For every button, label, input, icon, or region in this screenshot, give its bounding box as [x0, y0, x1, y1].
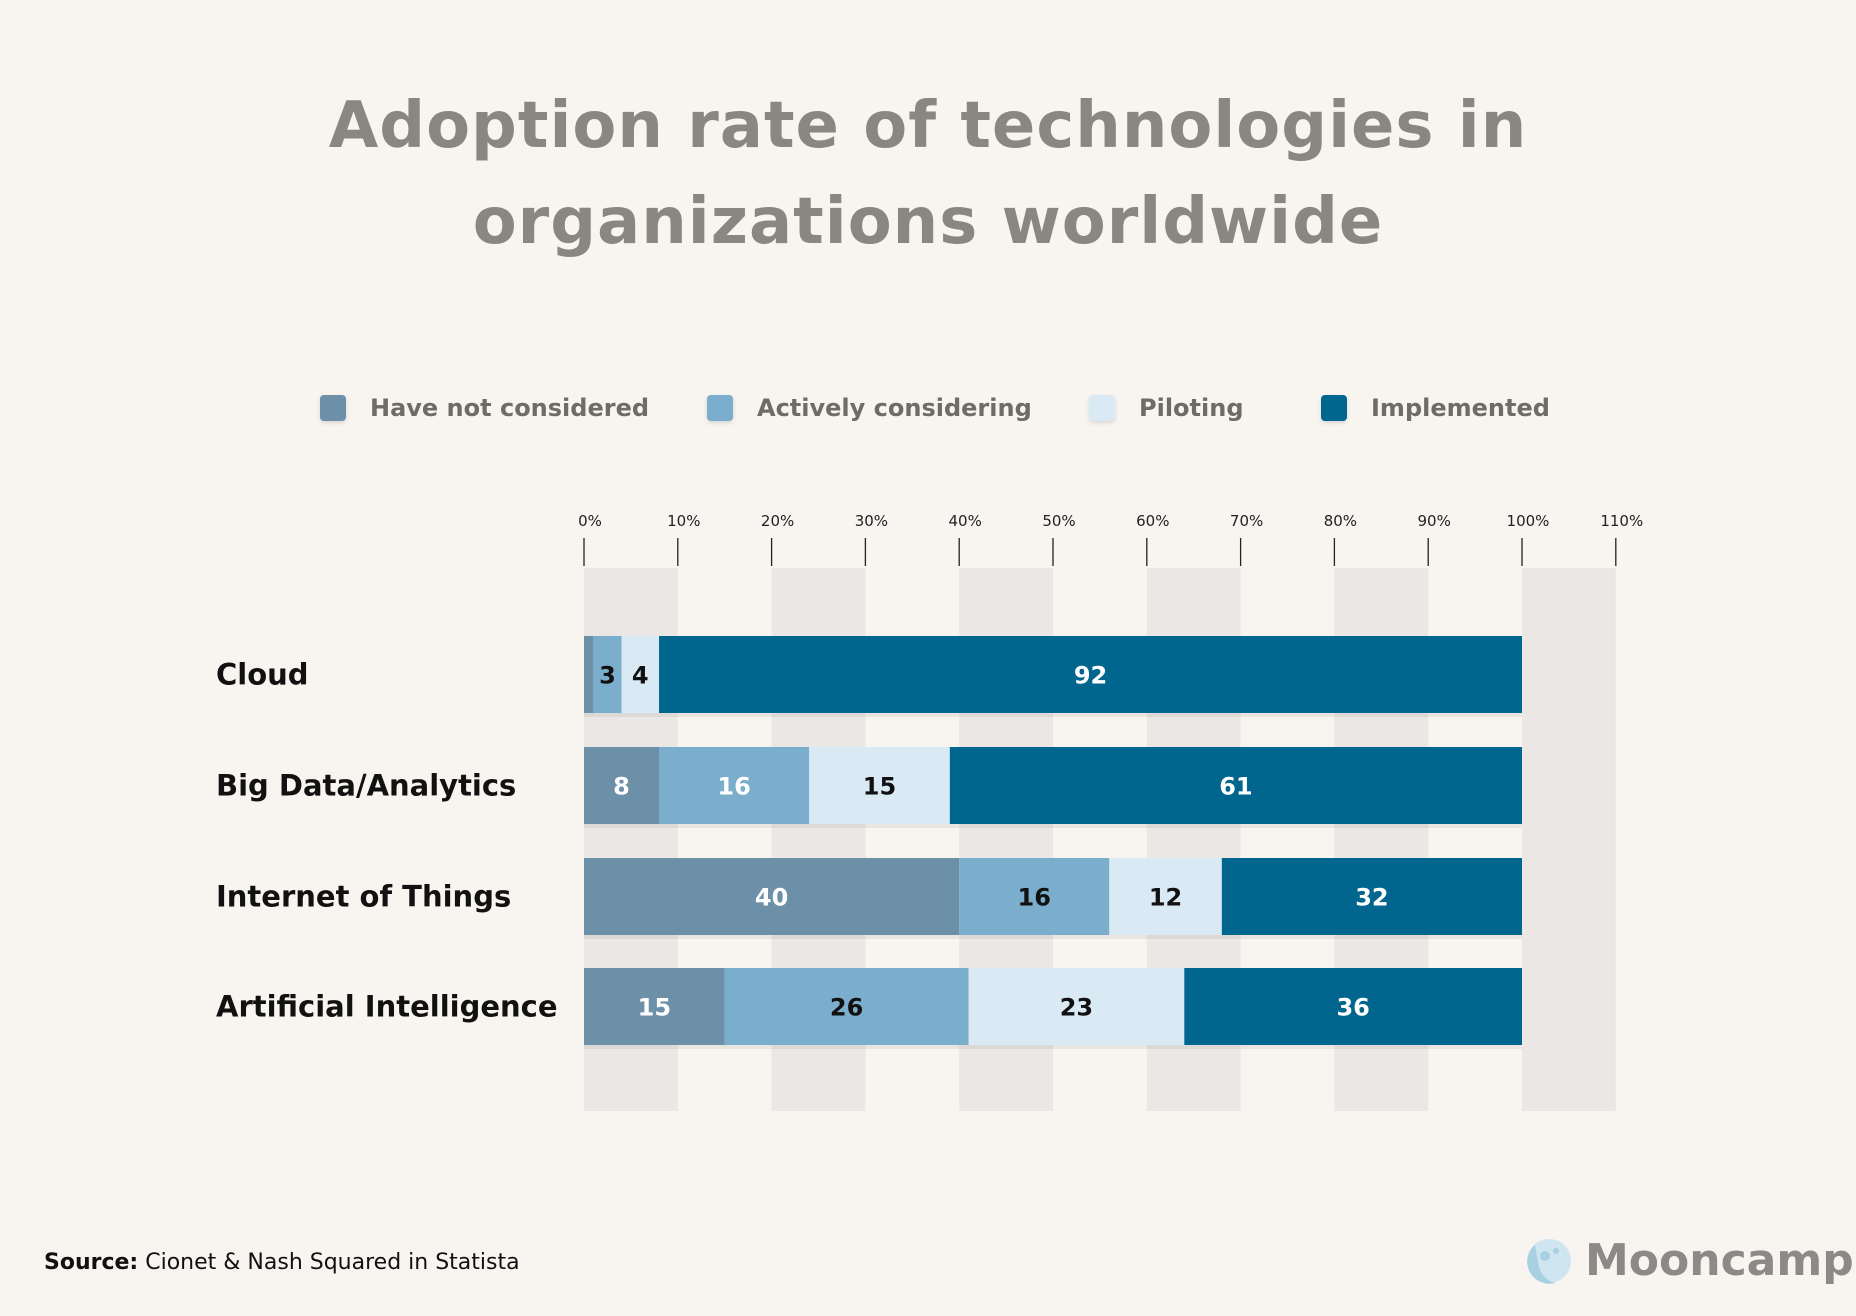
- legend-swatch: [1089, 395, 1115, 421]
- legend-swatch: [1321, 395, 1347, 421]
- data-label: 15: [638, 994, 671, 1022]
- tick-label: 80%: [1324, 512, 1357, 530]
- data-label: 12: [1149, 884, 1182, 912]
- data-label: 3: [599, 662, 616, 690]
- bar-segment: [584, 858, 960, 935]
- data-label: 16: [717, 773, 750, 801]
- tick-label: 10%: [667, 512, 700, 530]
- title-line-2: organizations worldwide: [472, 185, 1384, 259]
- data-label: 15: [863, 773, 896, 801]
- bar-segment: [584, 636, 594, 713]
- tick-label: 40%: [949, 512, 982, 530]
- bar-segment: [949, 747, 1522, 824]
- bar-segment: [968, 968, 1185, 1045]
- tick-label: 20%: [761, 512, 794, 530]
- tick-label: 30%: [855, 512, 888, 530]
- legend-label: Have not considered: [370, 394, 650, 422]
- bar-segment: [1109, 858, 1222, 935]
- title-line-1: Adoption rate of technologies in: [328, 89, 1528, 163]
- data-label: 61: [1219, 773, 1252, 801]
- legend-label: Piloting: [1139, 394, 1244, 422]
- mooncamp-logo: Mooncamp: [1525, 1235, 1854, 1286]
- legend-item: Piloting: [1089, 394, 1244, 422]
- bar-segment: [621, 636, 660, 713]
- data-label: 8: [613, 773, 630, 801]
- bar-segment: [809, 747, 950, 824]
- category-label: Cloud: [216, 658, 309, 692]
- data-label: 92: [1074, 662, 1107, 690]
- data-label: 32: [1355, 884, 1388, 912]
- bar-segment: [1221, 858, 1522, 935]
- tick-label: 70%: [1230, 512, 1263, 530]
- category-label: Big Data/Analytics: [216, 769, 516, 803]
- legend-swatch: [707, 395, 733, 421]
- chart-title: Adoption rate of technologies in organiz…: [0, 78, 1856, 270]
- moon-icon: [1527, 1238, 1571, 1284]
- category-label: Internet of Things: [216, 880, 511, 914]
- legend-item: Implemented: [1321, 394, 1550, 422]
- bar-segment: [584, 968, 725, 1045]
- legend-label: Actively considering: [757, 394, 1032, 422]
- legend-swatch: [320, 395, 346, 421]
- data-label: 26: [830, 994, 863, 1022]
- tick-label: 100%: [1507, 512, 1550, 530]
- data-label: 23: [1060, 994, 1093, 1022]
- source-note: Source: Cionet & Nash Squared in Statist…: [44, 1250, 520, 1275]
- data-label: 36: [1336, 994, 1369, 1022]
- logo-text: Mooncamp: [1585, 1235, 1854, 1286]
- tick-label: 110%: [1600, 512, 1643, 530]
- data-label: 16: [1018, 884, 1051, 912]
- legend-item: Have not considered: [320, 394, 649, 422]
- data-label: 4: [632, 662, 649, 690]
- bar-segment: [659, 636, 1522, 713]
- category-label: Artificial Intelligence: [216, 990, 558, 1024]
- bar-segment: [959, 858, 1110, 935]
- bar-segment: [593, 636, 622, 713]
- legend-label: Implemented: [1371, 394, 1550, 422]
- source-label: Source:: [44, 1250, 139, 1275]
- tick-label: 60%: [1136, 512, 1169, 530]
- tick-label: 50%: [1042, 512, 1075, 530]
- tick-label: 90%: [1418, 512, 1451, 530]
- source-text: Cionet & Nash Squared in Statista: [145, 1250, 520, 1275]
- bar-segment: [659, 747, 810, 824]
- bar-segment: [584, 747, 660, 824]
- tick-label: 0%: [578, 512, 602, 530]
- data-label: 40: [755, 884, 788, 912]
- bar-segment: [724, 968, 969, 1045]
- bar-segment: [1184, 968, 1522, 1045]
- grid-band: [1522, 568, 1616, 1111]
- legend-item: Actively considering: [707, 394, 1032, 422]
